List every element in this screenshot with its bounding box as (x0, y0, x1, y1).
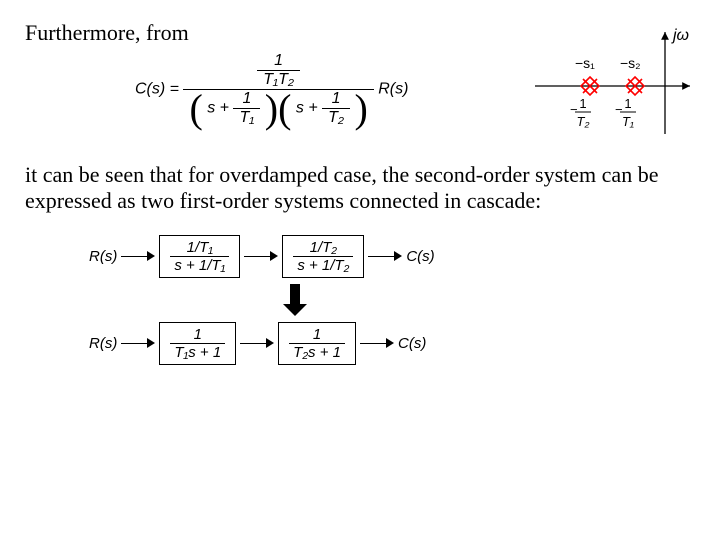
s2-label: −s₂ (620, 55, 641, 71)
pole-zero-plot: jω −s₁ −s₂ − 1 T₂ − 1 T₁ (525, 24, 695, 144)
tick2-num: 1 (624, 96, 631, 111)
eq-main-fraction: 1 T₁T₂ ( s + 1 T₁ )( s + 1 T₂ (183, 52, 373, 127)
jw-label: jω (671, 27, 689, 44)
intro-and-equation: Furthermore, from C(s) = 1 T₁T₂ ( s + 1 … (25, 20, 408, 127)
eq-denominator: ( s + 1 T₁ )( s + 1 T₂ ) (183, 90, 373, 127)
eq-den-left-den: T₁ (233, 109, 260, 127)
c1-b2-num: 1/T₂ (293, 239, 353, 257)
c2-b2-num: 1 (289, 326, 345, 344)
main-equation: C(s) = 1 T₁T₂ ( s + 1 T₁ )( s + (135, 52, 408, 127)
eq-den-right-frac: 1 T₂ (322, 90, 350, 127)
intro-text: Furthermore, from (25, 20, 408, 46)
c1-block2: 1/T₂ s + 1/T₂ (282, 235, 364, 278)
eq-den-right-prefix: s + (296, 100, 318, 117)
c1-b1-den: s + 1/T₁ (170, 257, 229, 274)
c1-b1-num: 1/T₁ (170, 239, 229, 257)
cascade-row-1: R(s) 1/T₁ s + 1/T₁ 1/T₂ s + 1/T₂ C(s) (85, 235, 695, 278)
c2-output: C(s) (398, 335, 426, 352)
arrow-icon (360, 336, 394, 350)
c2-input: R(s) (89, 335, 117, 352)
c1-output: C(s) (406, 248, 434, 265)
tick2-den: T₁ (622, 114, 634, 129)
eq-den-left-frac: 1 T₁ (233, 90, 260, 127)
c1-b2-den: s + 1/T₂ (293, 257, 353, 274)
tick1-num: 1 (579, 96, 586, 111)
arrow-icon (244, 249, 278, 263)
arrow-icon (240, 336, 274, 350)
body-text: it can be seen that for overdamped case,… (25, 162, 695, 215)
eq-numerator: 1 T₁T₂ (183, 52, 373, 90)
arrow-icon (368, 249, 402, 263)
c2-b1-num: 1 (170, 326, 225, 344)
cascade-row-2: R(s) 1 T₁s + 1 1 T₂s + 1 C(s) (85, 322, 695, 365)
arrow-icon (121, 249, 155, 263)
eq-rhs: R(s) (378, 81, 408, 98)
c2-b2-den: T₂s + 1 (289, 344, 345, 361)
down-arrow-icon (285, 284, 305, 316)
eq-den-left-num: 1 (233, 90, 260, 109)
eq-inner-top-frac: 1 T₁T₂ (257, 52, 300, 89)
s1-label: −s₁ (575, 55, 595, 71)
tick1-den: T₂ (577, 114, 590, 129)
arrow-icon (121, 336, 155, 350)
c1-block1: 1/T₁ s + 1/T₁ (159, 235, 240, 278)
cascade-diagrams: R(s) 1/T₁ s + 1/T₁ 1/T₂ s + 1/T₂ C(s) R(… (85, 235, 695, 365)
top-row: Furthermore, from C(s) = 1 T₁T₂ ( s + 1 … (25, 20, 695, 144)
c2-block1: 1 T₁s + 1 (159, 322, 236, 365)
eq-den-left-prefix: s + (207, 100, 229, 117)
eq-den-right-den: T₂ (322, 109, 350, 127)
c2-b1-den: T₁s + 1 (170, 344, 225, 361)
c1-input: R(s) (89, 248, 117, 265)
c2-block2: 1 T₂s + 1 (278, 322, 356, 365)
eq-top-num: 1 (257, 52, 300, 71)
eq-lhs: C(s) = (135, 81, 179, 98)
eq-den-right-num: 1 (322, 90, 350, 109)
